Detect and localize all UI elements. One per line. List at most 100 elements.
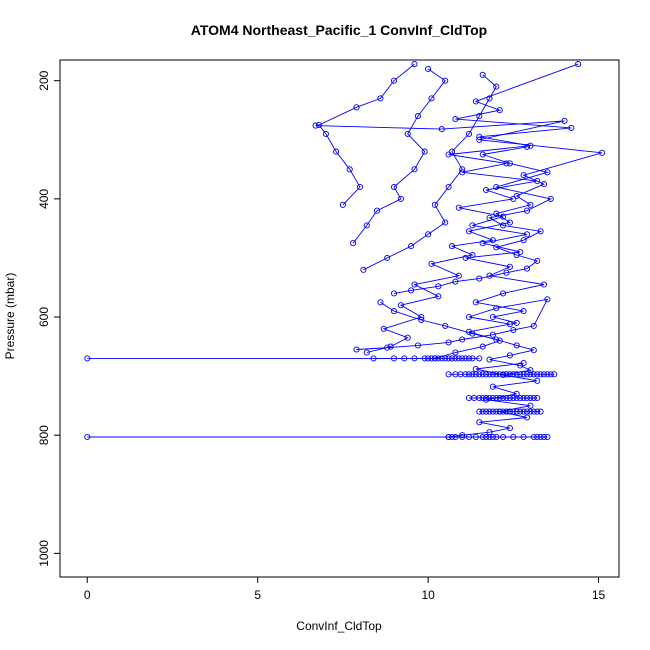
cluster-point bbox=[486, 433, 493, 441]
data-point bbox=[469, 222, 476, 229]
data-point bbox=[483, 396, 490, 403]
x-tick-label: 10 bbox=[421, 588, 435, 602]
plot-frame bbox=[59, 59, 620, 578]
data-point bbox=[421, 148, 428, 155]
data-point bbox=[513, 192, 520, 199]
data-point bbox=[390, 77, 398, 84]
data-point bbox=[489, 313, 496, 321]
cluster-point bbox=[486, 371, 493, 378]
data-point bbox=[442, 322, 449, 329]
data-point bbox=[411, 281, 418, 288]
y-tick-label: 800 bbox=[37, 425, 51, 445]
data-point bbox=[408, 287, 415, 294]
cluster-point bbox=[503, 394, 510, 402]
data-point bbox=[459, 166, 466, 173]
data-point bbox=[476, 133, 483, 140]
y-tick-label: 200 bbox=[37, 70, 51, 90]
cluster-point bbox=[510, 408, 517, 415]
data-point bbox=[598, 149, 606, 156]
cluster-point bbox=[452, 433, 459, 441]
cluster-point bbox=[448, 433, 456, 441]
cluster-point bbox=[517, 394, 524, 402]
cluster-point bbox=[506, 371, 513, 378]
data-point bbox=[465, 228, 473, 235]
y-tick-label: 400 bbox=[37, 189, 51, 209]
data-point bbox=[459, 169, 466, 176]
cluster-point bbox=[489, 408, 496, 415]
data-point bbox=[462, 254, 469, 261]
data-point bbox=[513, 342, 520, 349]
cluster-point bbox=[523, 371, 531, 378]
data-point bbox=[425, 65, 432, 72]
cluster-point bbox=[472, 433, 479, 441]
cluster-point bbox=[479, 433, 486, 441]
data-point bbox=[360, 266, 367, 273]
cluster-point bbox=[476, 394, 483, 402]
data-point bbox=[418, 316, 425, 324]
data-point bbox=[353, 346, 360, 353]
data-point bbox=[510, 326, 517, 334]
cluster-point bbox=[510, 433, 517, 441]
data-point bbox=[384, 344, 391, 351]
cluster-point bbox=[510, 394, 517, 402]
data-point bbox=[493, 305, 500, 312]
data-point bbox=[530, 322, 537, 329]
data-point bbox=[404, 334, 411, 341]
cluster-point bbox=[506, 408, 513, 415]
x-axis-label: ConvInf_CldTop bbox=[296, 619, 382, 633]
cluster-point bbox=[530, 371, 537, 378]
cluster-point bbox=[520, 371, 527, 378]
cluster-point bbox=[431, 355, 438, 362]
data-point bbox=[384, 254, 391, 261]
data-point bbox=[411, 166, 418, 173]
cluster-point bbox=[496, 371, 503, 378]
cluster-point bbox=[527, 371, 534, 378]
data-point bbox=[489, 331, 496, 338]
data-point bbox=[445, 339, 452, 346]
data-point bbox=[397, 302, 404, 309]
data-point bbox=[561, 117, 568, 124]
data-point bbox=[527, 201, 534, 208]
data-point bbox=[476, 275, 483, 282]
data-point bbox=[513, 251, 520, 259]
cluster-point bbox=[523, 394, 531, 402]
cluster-point bbox=[510, 371, 517, 378]
cluster-point bbox=[483, 371, 490, 378]
data-point bbox=[390, 308, 398, 315]
data-point bbox=[527, 402, 534, 409]
data-point bbox=[322, 130, 329, 137]
data-point bbox=[397, 195, 404, 202]
data-point bbox=[540, 181, 548, 188]
cluster-point bbox=[411, 355, 418, 362]
cluster-point bbox=[520, 394, 527, 402]
data-point bbox=[520, 360, 527, 367]
data-point bbox=[373, 207, 381, 214]
x-tick-label: 15 bbox=[592, 588, 606, 602]
cluster-point bbox=[390, 355, 398, 362]
cluster-point bbox=[479, 371, 486, 378]
data-point bbox=[513, 319, 520, 326]
data-point bbox=[506, 321, 513, 328]
data-point bbox=[363, 222, 370, 229]
data-point bbox=[469, 330, 476, 337]
cluster-point bbox=[534, 408, 541, 415]
cluster-point bbox=[469, 355, 476, 362]
data-point bbox=[496, 337, 503, 344]
cluster-point bbox=[452, 355, 459, 362]
x-tick-label: 0 bbox=[84, 588, 91, 602]
data-point bbox=[503, 160, 510, 167]
data-point bbox=[465, 313, 473, 321]
data-point bbox=[479, 71, 486, 78]
cluster-point bbox=[472, 371, 479, 378]
data-point bbox=[575, 61, 582, 68]
data-point bbox=[465, 328, 473, 335]
cluster-point bbox=[530, 433, 537, 441]
cluster-point bbox=[459, 433, 466, 441]
data-point bbox=[404, 130, 411, 137]
cluster-point bbox=[489, 371, 496, 378]
cluster-point bbox=[544, 433, 551, 441]
y-axis-label: Pressure (mbar) bbox=[3, 273, 17, 360]
data-point bbox=[425, 231, 432, 238]
cluster-point bbox=[500, 408, 507, 415]
